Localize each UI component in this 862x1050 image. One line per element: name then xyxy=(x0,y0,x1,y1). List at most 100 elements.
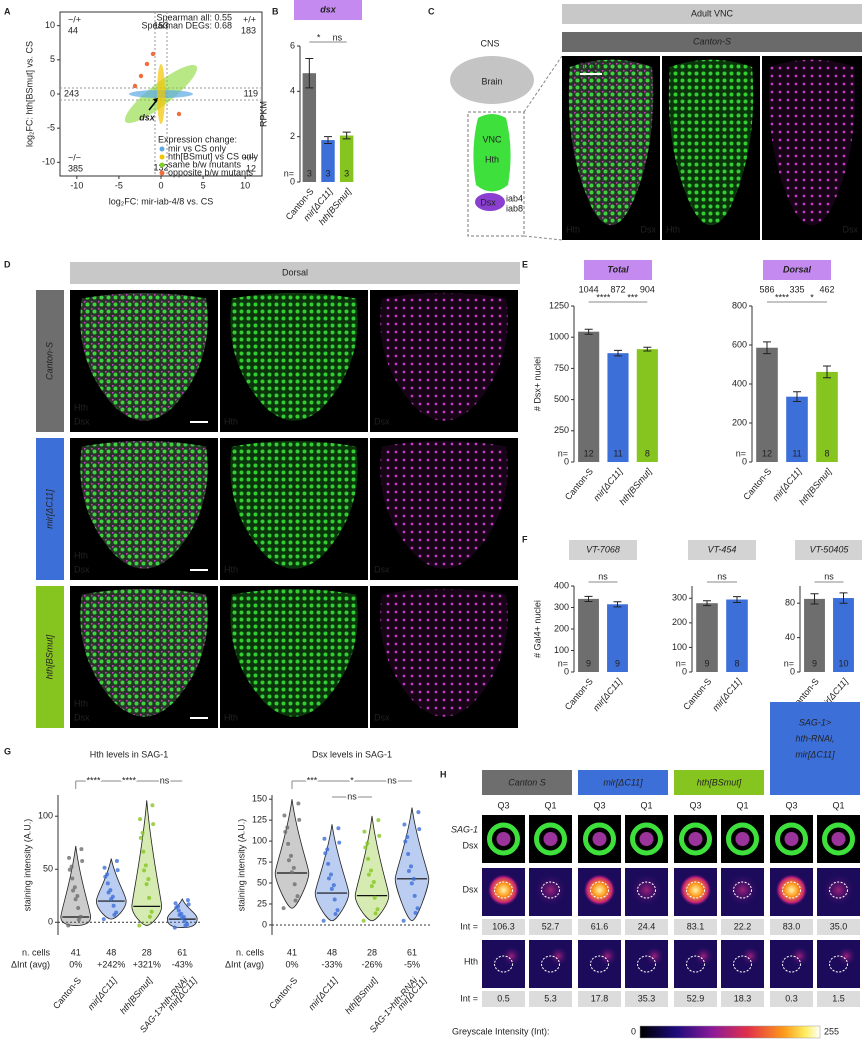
y-tick-label: 10 xyxy=(45,20,55,30)
error-bar xyxy=(584,595,593,602)
title-box xyxy=(562,4,862,24)
diagram-label: Dsx xyxy=(480,197,496,207)
heat-spot xyxy=(534,874,567,906)
n-value: 12 xyxy=(762,448,772,458)
cell-dot xyxy=(72,885,77,890)
quadrant-label: −/− xyxy=(68,152,81,162)
nucleus-outline xyxy=(590,881,609,899)
cell-dot xyxy=(147,895,152,900)
value-label: 586 xyxy=(759,284,774,294)
significance-label: * xyxy=(810,292,814,302)
row-label: Hth xyxy=(464,956,478,966)
y-tick-label: 750 xyxy=(554,363,569,373)
significance-label: *** xyxy=(627,292,638,302)
cell-dot xyxy=(142,868,147,873)
chart-title: VT-454 xyxy=(708,544,737,554)
delta-title: ΔInt (avg) xyxy=(225,959,264,969)
value-label: 335 xyxy=(789,284,804,294)
cell-dot xyxy=(286,858,291,863)
delta-label: -5% xyxy=(404,959,420,969)
cell-dot xyxy=(406,868,411,873)
y-tick-label: 0 xyxy=(564,666,569,676)
significance-label: **** xyxy=(775,292,790,302)
cell-dot xyxy=(150,803,155,808)
y-tick-label: 2 xyxy=(290,131,295,141)
int-cell xyxy=(770,991,813,1007)
n-value: 8 xyxy=(824,448,829,458)
cell-dot xyxy=(372,895,377,900)
brain-shape xyxy=(450,56,534,104)
heat-spot xyxy=(487,874,520,906)
n-value: 10 xyxy=(838,658,848,668)
genotype-box xyxy=(578,770,668,795)
y-tick-label: 100 xyxy=(554,645,569,655)
y-tick-label: 200 xyxy=(732,417,747,427)
heat-image xyxy=(721,940,764,988)
delta-label: 0% xyxy=(69,959,82,969)
y-tick-label: 125 xyxy=(252,815,267,825)
cell-dot xyxy=(376,818,381,823)
cell-ring xyxy=(534,822,567,856)
int-value: 5.3 xyxy=(544,993,557,1003)
cell-dot xyxy=(326,861,331,866)
nucleus-outline xyxy=(590,955,609,973)
cell-dot xyxy=(375,907,380,912)
panel-title: Dorsal xyxy=(282,267,308,277)
cell-dot xyxy=(112,912,117,917)
channel-label: Dsx xyxy=(641,224,657,234)
cell-dot xyxy=(67,855,72,860)
channel-label: Hth xyxy=(224,416,238,426)
y-tick-label: 5 xyxy=(50,54,55,64)
y-tick-label: 0 xyxy=(262,919,267,929)
heat-spot xyxy=(644,946,665,966)
channel-label: Hth xyxy=(566,224,580,234)
int-value: 83.0 xyxy=(783,921,801,931)
int-value: 52.7 xyxy=(542,921,560,931)
heat-image xyxy=(529,940,572,988)
int-cell xyxy=(482,919,525,935)
cell-dot xyxy=(326,876,331,881)
nucleus-outline xyxy=(494,955,513,973)
y-tick-label: 150 xyxy=(252,794,267,804)
spearman-stat: Spearman all: 0.55 xyxy=(156,12,232,22)
channel-label: Dsx xyxy=(74,416,90,426)
diagram-label: iab8 xyxy=(506,203,523,213)
cell-dot xyxy=(368,868,373,873)
cell-dot xyxy=(186,902,191,907)
genotype-label: hth[BSmut] xyxy=(44,634,54,679)
legend-entry: opposite b/w mutants xyxy=(168,167,254,177)
cell-dot xyxy=(105,881,110,886)
y-tick-label: 200 xyxy=(672,617,687,627)
n-label: n= xyxy=(784,658,794,668)
y-tick-label: 0 xyxy=(50,88,55,98)
x-tick-label: Canton-S xyxy=(267,975,299,1011)
x-tick-label: Canton-S xyxy=(51,975,83,1011)
x-tick-label: mir[ΔC11] xyxy=(86,975,119,1012)
nucleus-outline xyxy=(494,881,513,899)
cell-dot xyxy=(288,853,293,858)
panel-label: A xyxy=(4,6,11,16)
cell-dot xyxy=(73,897,78,902)
cell-dot xyxy=(332,897,337,902)
legend-title: Expression change: xyxy=(158,134,237,144)
nucleus-outline xyxy=(829,881,848,899)
n-label: n= xyxy=(558,658,568,668)
heat-image xyxy=(482,940,525,988)
cell-dot xyxy=(79,847,84,852)
cell-dot xyxy=(103,874,108,879)
colorbar-label: Greyscale Intensity (Int): xyxy=(452,1026,550,1036)
channel-label: Dsx xyxy=(843,224,859,234)
chart-title-box xyxy=(294,0,362,20)
y-tick-label: 0 xyxy=(48,917,53,927)
cell-dot xyxy=(285,825,290,830)
significance-label: ns xyxy=(598,571,608,581)
heat-image xyxy=(625,940,668,988)
cell-dot xyxy=(366,856,371,861)
cell-dot xyxy=(185,898,190,903)
heat-image xyxy=(817,940,860,988)
cell-dot xyxy=(281,906,286,911)
n-label: n= xyxy=(736,448,746,458)
colorbar-max: 255 xyxy=(824,1026,839,1036)
heat-spot xyxy=(548,946,569,966)
cell-dot xyxy=(337,840,342,845)
